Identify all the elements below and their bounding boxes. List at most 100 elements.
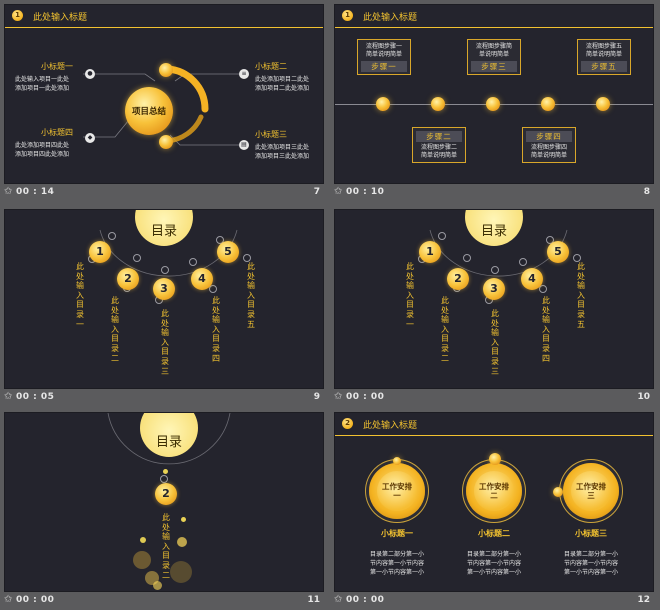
slide-10-caption: ✩ 00 : 00 10 [334, 391, 652, 407]
arc-dot [573, 254, 581, 262]
glow-dot-bottom [159, 135, 173, 149]
bokeh-circle [133, 551, 151, 569]
slide-thumb-7[interactable]: 1 此处输入标题 项目总结 小标题一 此处输入项目一此处 添加项目一此处添加 ● [0, 0, 326, 202]
card-2-title: 小标题二 [478, 529, 510, 538]
card-1-title: 小标题一 [381, 529, 413, 538]
outline-item-2-badge[interactable]: 2 [117, 268, 139, 290]
glow-dot [489, 453, 501, 465]
star-icon: ✩ [334, 391, 343, 402]
glow-dot [553, 487, 563, 497]
header-number-badge: 1 [342, 10, 353, 21]
slide-thumb-11[interactable]: 目录 2 此处输入目录二 ✩ 00 : 00 11 [0, 408, 326, 610]
bl-title: 小标题四 [41, 128, 73, 137]
outline-item-4-badge[interactable]: 4 [521, 268, 543, 290]
arc-dot [539, 285, 547, 293]
star-icon: ✩ [4, 186, 13, 197]
card-1-desc: 目录第二部分第一小 节内容第一小节内容 第一小节内容第一小 [369, 551, 424, 576]
slide-9-canvas[interactable]: 目录 1 2 3 4 5 此处输入目录一 此处输入目录二 此处输入目录三 此处输… [4, 209, 324, 389]
bokeh-circle [181, 517, 186, 522]
slide-11-caption: ✩ 00 : 00 11 [4, 594, 322, 610]
star-icon: ✩ [334, 594, 343, 605]
bokeh-circle [163, 469, 168, 474]
slide-timing: 00 : 00 [346, 595, 385, 605]
timeline-node-5 [596, 97, 610, 111]
stack-icon: ≡ [239, 69, 249, 79]
bokeh-circle [140, 537, 146, 543]
medal-2: 工作安排二 [466, 463, 522, 519]
slide-number: 9 [313, 392, 320, 402]
slide-thumb-8[interactable]: 1 此处输入标题 流程图步骤一 简单说明简单 步骤一 流程图步骤简 单说明简单 步骤… [330, 0, 656, 202]
slide-number: 8 [643, 187, 650, 197]
header-number-badge: 1 [12, 10, 23, 21]
outline-title: 目录 [480, 224, 507, 239]
br-desc: 此处添加项目三此处 添加项目三此处添加 [255, 144, 310, 160]
header-rule [335, 435, 653, 436]
shield-icon: ◆ [85, 133, 95, 143]
outline-item-3-text: 此处输入目录三 [491, 309, 499, 376]
outline-item-3-badge[interactable]: 3 [153, 278, 175, 300]
arc-dot [161, 266, 169, 274]
bokeh-circle [153, 581, 162, 590]
header-title: 此处输入标题 [33, 13, 88, 23]
slide-timing: 00 : 00 [346, 392, 385, 402]
slide-8-caption: ✩ 00 : 10 8 [334, 186, 652, 202]
arc-dot [160, 475, 168, 483]
center-orb-label: 项目总结 [131, 107, 166, 117]
slide-12-canvas[interactable]: 2 此处输入标题 工作安排一 工作安排二 工作安排三 小标题一 小标题二 小标题… [334, 412, 654, 592]
slide-number: 12 [637, 595, 650, 605]
slide-thumb-9[interactable]: 目录 1 2 3 4 5 此处输入目录一 此处输入目录二 此处输入目录三 此处输… [0, 205, 326, 407]
slide-timing: 00 : 10 [346, 187, 385, 197]
outline-item-5-badge[interactable]: 5 [217, 241, 239, 263]
step-box-1: 流程图步骤一 简单说明简单 步骤一 [357, 39, 411, 75]
outline-item-5-badge[interactable]: 5 [547, 241, 569, 263]
slide-7-canvas[interactable]: 1 此处输入标题 项目总结 小标题一 此处输入项目一此处 添加项目一此处添加 ● [4, 4, 324, 184]
tl-desc: 此处输入项目一此处 添加项目一此处添加 [15, 76, 70, 92]
outline-item-1-badge[interactable]: 1 [89, 241, 111, 263]
user-icon: ● [85, 69, 95, 79]
outline-item-2-badge[interactable]: 2 [155, 483, 177, 505]
tr-desc: 此处添加项目二此处 添加项目二此处添加 [255, 76, 310, 92]
slide-8-header: 1 此处输入标题 [335, 5, 653, 28]
outline-item-1-badge[interactable]: 1 [419, 241, 441, 263]
outline-item-1-text: 此处输入目录一 [406, 262, 414, 329]
slide-thumb-10[interactable]: 目录 1 2 3 4 5 此处输入目录一 此处输入目录二 此处输入目录三 此处输… [330, 205, 656, 407]
star-icon: ✩ [334, 186, 343, 197]
document-icon: ▤ [239, 140, 249, 150]
arc-dot [209, 285, 217, 293]
outline-title: 目录 [155, 435, 182, 450]
slide-thumb-12[interactable]: 2 此处输入标题 工作安排一 工作安排二 工作安排三 小标题一 小标题二 小标题… [330, 408, 656, 610]
outline-item-4-badge[interactable]: 4 [191, 268, 213, 290]
arc-dot [243, 254, 251, 262]
outline-item-2-text: 此处输入目录二 [441, 296, 449, 363]
slide-timing: 00 : 14 [16, 187, 55, 197]
slide-8-canvas[interactable]: 1 此处输入标题 流程图步骤一 简单说明简单 步骤一 流程图步骤简 单说明简单 步骤… [334, 4, 654, 184]
outline-item-4-text: 此处输入目录四 [212, 296, 220, 363]
br-title: 小标题三 [255, 130, 287, 139]
outline-item-1-text: 此处输入目录一 [76, 262, 84, 329]
medal-1: 工作安排一 [369, 463, 425, 519]
center-orb [125, 87, 173, 135]
step-box-3: 流程图步骤简 单说明简单 步骤三 [467, 39, 521, 75]
glow-dot-top [159, 63, 173, 77]
bokeh-circle [177, 537, 187, 547]
card-3-desc: 目录第二部分第一小 节内容第一小节内容 第一小节内容第一小 [563, 551, 618, 576]
slide-9-caption: ✩ 00 : 05 9 [4, 391, 322, 407]
outline-item-2-text: 此处输入目录二 [111, 296, 119, 363]
slide-7-header: 1 此处输入标题 [5, 5, 323, 28]
outline-item-2-badge[interactable]: 2 [447, 268, 469, 290]
slide-12-caption: ✩ 00 : 00 12 [334, 594, 652, 610]
slide-11-canvas[interactable]: 目录 2 此处输入目录二 [4, 412, 324, 592]
bl-desc: 此处添加项目四此处 添加项目四此处添加 [15, 142, 70, 158]
arc-dot [189, 258, 197, 266]
arc-dot [133, 254, 141, 262]
outline-item-3-badge[interactable]: 3 [483, 278, 505, 300]
slide-10-canvas[interactable]: 目录 1 2 3 4 5 此处输入目录一 此处输入目录二 此处输入目录三 此处输… [334, 209, 654, 389]
header-number-badge: 2 [342, 418, 353, 429]
outline-item-2-text: 此处输入目录二 [162, 513, 170, 580]
slide-12-header: 2 此处输入标题 [335, 413, 653, 436]
slide-number: 11 [307, 595, 320, 605]
outline-item-3-text: 此处输入目录三 [161, 309, 169, 376]
slide-timing: 00 : 00 [16, 595, 55, 605]
outline-arc [107, 413, 231, 465]
